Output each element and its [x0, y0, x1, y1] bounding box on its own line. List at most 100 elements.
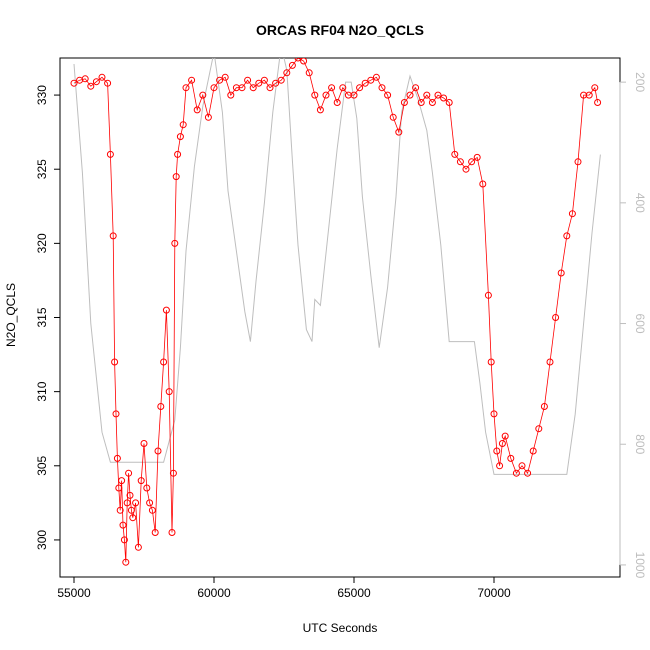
data-point: [210, 84, 218, 92]
data-point: [216, 76, 224, 84]
data-point: [165, 388, 173, 396]
y2-axis: 200 400 600 800 1000: [619, 72, 647, 579]
data-point: [316, 106, 324, 114]
data-point: [361, 79, 369, 87]
data-point: [127, 506, 135, 514]
data-point: [162, 306, 170, 314]
y-tick-label: 325: [35, 159, 49, 179]
data-point: [193, 106, 201, 114]
data-point: [112, 410, 120, 418]
data-point: [238, 84, 246, 92]
data-point: [119, 521, 127, 529]
data-point: [125, 469, 133, 477]
data-point: [585, 91, 593, 99]
data-point: [98, 73, 106, 81]
data-point: [311, 91, 319, 99]
data-point: [227, 91, 235, 99]
data-point: [109, 232, 117, 240]
data-point: [272, 79, 280, 87]
data-point: [123, 499, 131, 507]
data-point: [260, 76, 268, 84]
data-point: [339, 84, 347, 92]
data-point: [120, 536, 128, 544]
data-point: [563, 232, 571, 240]
data-point: [529, 447, 537, 455]
data-point: [266, 84, 274, 92]
data-point: [367, 76, 375, 84]
x-axis: 55000 60000 65000 70000: [57, 576, 511, 600]
data-point: [169, 469, 177, 477]
data-point: [479, 180, 487, 188]
data-point: [594, 99, 602, 106]
data-point: [160, 358, 168, 366]
data-point: [524, 469, 532, 477]
data-point: [118, 477, 126, 485]
data-point: [546, 358, 554, 366]
data-point: [498, 440, 506, 447]
data-point: [188, 76, 196, 84]
data-point: [428, 99, 436, 106]
data-point: [148, 506, 156, 514]
data-point: [400, 99, 408, 106]
y2-tick-label: 800: [633, 434, 647, 454]
data-point: [116, 506, 124, 514]
data-point: [512, 469, 520, 477]
data-point: [176, 133, 184, 141]
data-point: [490, 410, 498, 418]
data-point: [417, 99, 425, 106]
data-point: [171, 239, 179, 247]
data-point: [70, 79, 78, 87]
x-axis-title: UTC Seconds: [303, 621, 378, 635]
data-point: [132, 499, 140, 507]
data-point: [535, 425, 543, 433]
plot-layer: [70, 58, 602, 566]
data-point: [501, 432, 509, 440]
y2-tick-label: 200: [633, 72, 647, 92]
y-tick-label: 310: [35, 381, 49, 401]
data-point: [518, 462, 526, 470]
data-point: [445, 99, 453, 106]
data-point: [540, 403, 548, 410]
data-point: [104, 79, 112, 87]
data-point: [322, 91, 330, 99]
data-point: [277, 76, 285, 84]
y-tick-label: 300: [35, 530, 49, 550]
data-point: [244, 76, 252, 84]
chart-title: ORCAS RF04 N2O_QCLS: [256, 22, 424, 38]
x-tick-label: 65000: [337, 586, 371, 600]
data-point: [389, 113, 397, 121]
y-tick-label: 330: [35, 85, 49, 105]
plot-area: [70, 58, 602, 566]
data-point: [333, 99, 341, 106]
data-point: [568, 210, 576, 218]
data-point: [87, 82, 95, 90]
data-point: [122, 558, 130, 566]
data-point: [468, 158, 476, 166]
data-point: [496, 462, 504, 470]
y2-tick-label: 400: [633, 193, 647, 213]
data-point: [113, 454, 121, 462]
data-point: [484, 291, 492, 299]
data-point: [182, 84, 190, 92]
data-point: [129, 514, 137, 522]
y-axis-title: N2O_QCLS: [4, 283, 18, 347]
data-point: [384, 91, 392, 99]
data-point: [395, 128, 403, 136]
data-point: [199, 91, 207, 99]
data-point: [356, 84, 364, 92]
data-point: [157, 403, 165, 410]
data-point: [106, 150, 114, 158]
data-point: [288, 61, 296, 69]
y2-tick-label: 1000: [633, 552, 647, 579]
x-tick-label: 55000: [57, 586, 91, 600]
data-point: [462, 165, 470, 173]
data-point: [412, 84, 420, 92]
data-point: [423, 91, 431, 99]
data-point: [126, 491, 134, 499]
secondary-series-line: [73, 58, 601, 475]
y-tick-label: 315: [35, 307, 49, 327]
data-point: [451, 150, 459, 158]
data-point: [111, 358, 119, 366]
data-point: [140, 440, 148, 447]
